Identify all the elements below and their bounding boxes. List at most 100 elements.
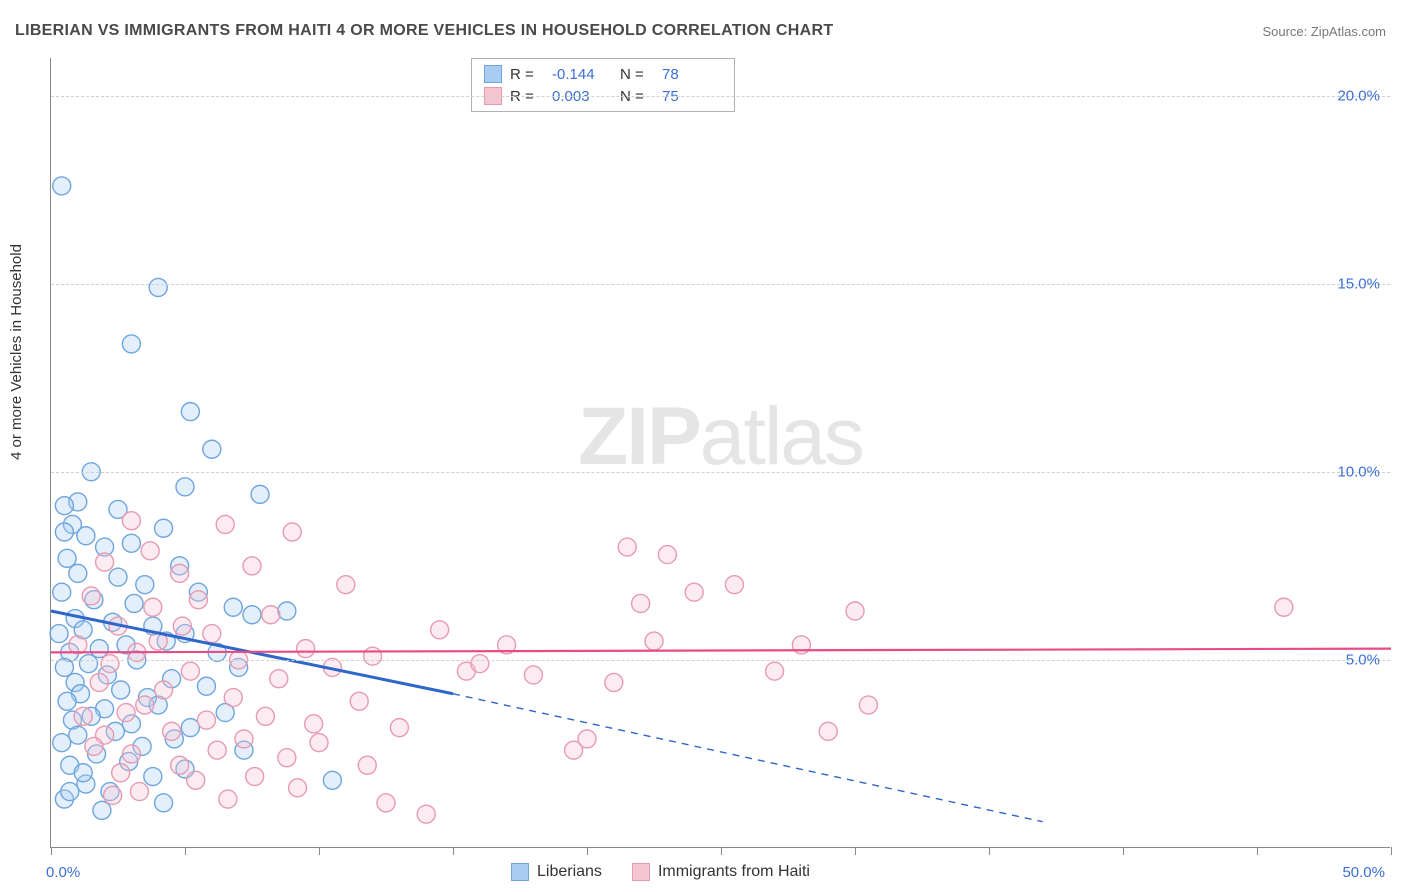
data-point — [171, 756, 189, 774]
x-tick-label: 0.0% — [46, 864, 80, 881]
data-point — [305, 715, 323, 733]
data-point — [197, 677, 215, 695]
data-point — [262, 606, 280, 624]
legend-n-label: N = — [620, 66, 654, 83]
data-point — [364, 647, 382, 665]
data-point — [144, 768, 162, 786]
data-point — [53, 734, 71, 752]
data-point — [136, 576, 154, 594]
data-point — [122, 745, 140, 763]
data-point — [859, 696, 877, 714]
x-tick — [1391, 847, 1392, 855]
data-point — [323, 771, 341, 789]
series-legend: Liberians Immigrants from Haiti — [511, 863, 810, 881]
data-point — [1275, 598, 1293, 616]
data-point — [278, 602, 296, 620]
y-tick-label: 5.0% — [1346, 651, 1380, 668]
data-point — [256, 707, 274, 725]
regression-line-extrapolated — [453, 694, 1043, 822]
data-point — [417, 805, 435, 823]
y-axis-label: 4 or more Vehicles in Household — [8, 244, 25, 460]
data-point — [101, 655, 119, 673]
data-point — [766, 662, 784, 680]
data-point — [524, 666, 542, 684]
data-point — [289, 779, 307, 797]
x-tick — [319, 847, 320, 855]
x-tick-label: 50.0% — [1342, 864, 1385, 881]
data-point — [203, 625, 221, 643]
data-point — [358, 756, 376, 774]
data-point — [82, 587, 100, 605]
data-point — [605, 673, 623, 691]
data-point — [189, 591, 207, 609]
data-point — [117, 704, 135, 722]
data-point — [337, 576, 355, 594]
data-point — [85, 737, 103, 755]
data-point — [80, 655, 98, 673]
data-point — [69, 564, 87, 582]
data-point — [61, 783, 79, 801]
data-point — [578, 730, 596, 748]
data-point — [431, 621, 449, 639]
data-point — [155, 794, 173, 812]
data-point — [58, 692, 76, 710]
data-point — [618, 538, 636, 556]
data-point — [50, 625, 68, 643]
legend-item: Liberians — [511, 863, 602, 881]
data-point — [224, 689, 242, 707]
data-point — [471, 655, 489, 673]
legend-swatch — [511, 863, 529, 881]
data-point — [632, 594, 650, 612]
data-point — [112, 681, 130, 699]
y-tick-label: 15.0% — [1337, 275, 1380, 292]
x-tick — [989, 847, 990, 855]
legend-item: Immigrants from Haiti — [632, 863, 810, 881]
data-point — [144, 598, 162, 616]
data-point — [155, 681, 173, 699]
data-point — [645, 632, 663, 650]
x-tick — [855, 847, 856, 855]
data-point — [149, 278, 167, 296]
legend-r-label: R = — [510, 66, 544, 83]
scatter-svg — [51, 58, 1390, 847]
grid-line — [51, 284, 1390, 285]
x-tick — [1123, 847, 1124, 855]
data-point — [74, 707, 92, 725]
data-point — [224, 598, 242, 616]
data-point — [725, 576, 743, 594]
legend-label: Liberians — [537, 863, 602, 881]
data-point — [658, 546, 676, 564]
source-attribution: Source: ZipAtlas.com — [1262, 24, 1386, 39]
data-point — [377, 794, 395, 812]
data-point — [55, 497, 73, 515]
data-point — [251, 485, 269, 503]
data-point — [69, 636, 87, 654]
data-point — [122, 335, 140, 353]
plot-area: ZIPatlas R =-0.144N =78R =0.003N =75 Lib… — [50, 58, 1390, 848]
data-point — [109, 568, 127, 586]
data-point — [112, 764, 130, 782]
data-point — [77, 527, 95, 545]
data-point — [350, 692, 368, 710]
data-point — [141, 542, 159, 560]
y-tick-label: 20.0% — [1337, 87, 1380, 104]
data-point — [846, 602, 864, 620]
data-point — [163, 722, 181, 740]
data-point — [310, 734, 328, 752]
data-point — [96, 553, 114, 571]
y-tick-label: 10.0% — [1337, 463, 1380, 480]
legend-swatch — [484, 65, 502, 83]
data-point — [297, 640, 315, 658]
data-point — [122, 512, 140, 530]
legend-n-value: 78 — [662, 66, 722, 83]
data-point — [181, 662, 199, 680]
data-point — [90, 673, 108, 691]
data-point — [243, 557, 261, 575]
data-point — [55, 523, 73, 541]
data-point — [53, 583, 71, 601]
x-tick — [1257, 847, 1258, 855]
data-point — [93, 801, 111, 819]
data-point — [819, 722, 837, 740]
data-point — [136, 696, 154, 714]
data-point — [122, 534, 140, 552]
